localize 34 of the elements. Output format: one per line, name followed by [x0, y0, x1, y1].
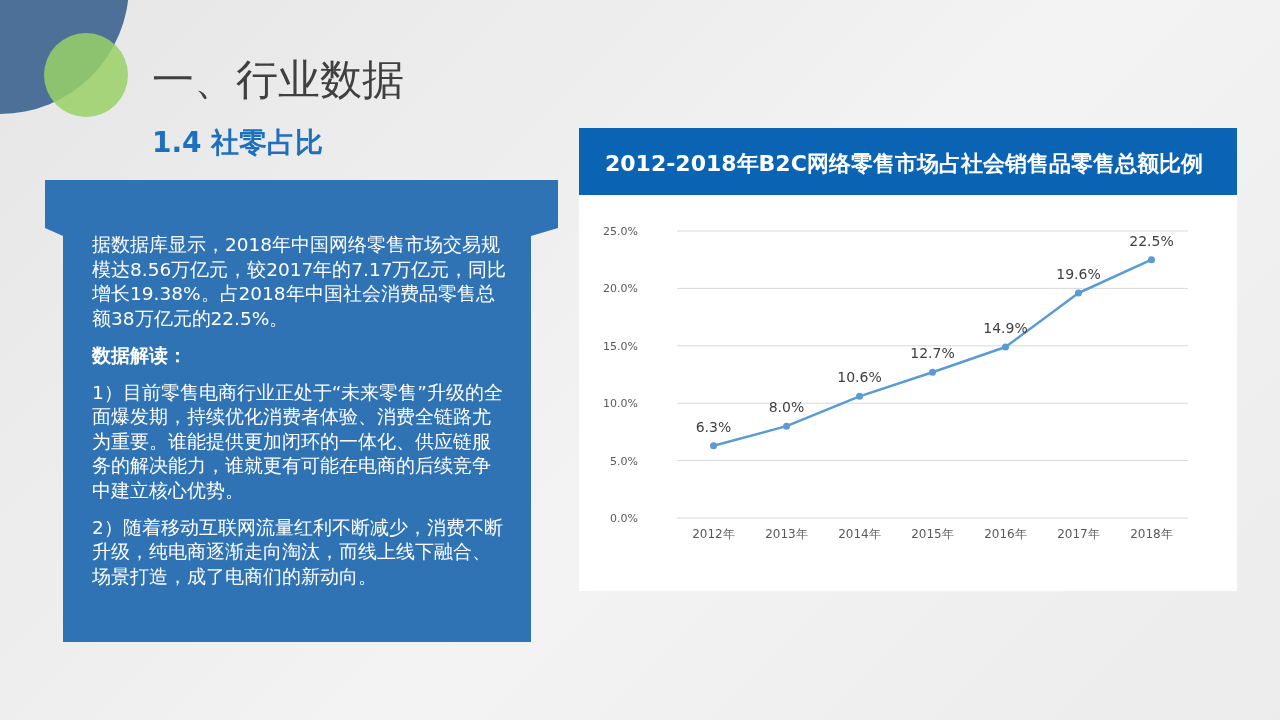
y-tick-label: 20.0%: [603, 282, 638, 296]
point: [783, 422, 790, 430]
text: 数据解读：: [92, 343, 188, 368]
x-tick-label: 2014年: [838, 527, 881, 541]
point: [1075, 289, 1082, 297]
x-tick-label: 2013年: [765, 527, 808, 541]
point: [1002, 343, 1009, 351]
y-tick-label: 25.0%: [603, 225, 638, 238]
text: 1）目前零售电商行业正处于“未来零售”升级的全面爆发期，持续优化消费者体验、消费全链路尤为重要。谁能提供更加闭环的一体化、供应链服务的解决能力，谁就更有可能在电商的后续竞争中建立核心优势。: [92, 380, 504, 503]
text: 据数据库显示，2018年中国网络零售市场交易规模达8.56万亿元，较2017年的7.17万亿元，同比增长19.38%。占2018年中国社会消费品零售总额38万亿元的22.5%。: [92, 233, 507, 331]
y-tick-label: 15.0%: [603, 339, 638, 353]
x-tick-label: 2017年: [1057, 527, 1100, 541]
y-tick-label: 10.0%: [603, 397, 638, 411]
data-label: 12.7%: [910, 345, 955, 362]
y-tick-label: 0.0%: [610, 512, 638, 525]
chart-title: 2012-2018年B2C网络零售市场占社会销售品零售总额比例: [605, 151, 1203, 176]
point: [856, 392, 863, 400]
point: [710, 442, 717, 450]
x-tick-label: 2012年: [692, 527, 735, 541]
data-label: 19.6%: [1056, 265, 1101, 282]
x-tick-label: 2015年: [911, 527, 954, 541]
text: 2）随着移动互联网流量红利不断减少，消费不断升级，纯电商逐渐走向淘汰，而线上线下融合、场景打造，成了电商们的新动向。: [92, 515, 504, 589]
y-tick-label: 5.0%: [610, 454, 638, 468]
x-tick-label: 2016年: [984, 527, 1027, 541]
text: 1.4 社零占比: [152, 126, 324, 160]
data-label: 6.3%: [695, 418, 732, 435]
data-label: 8.0%: [768, 399, 805, 416]
data-label: 10.6%: [837, 369, 882, 386]
x-tick-label: 2018年: [1130, 527, 1173, 541]
text: 一、行业数据: [152, 55, 404, 104]
point: [1148, 256, 1155, 264]
data-label: 22.5%: [1129, 232, 1174, 249]
data-label: 14.9%: [983, 319, 1028, 336]
point: [929, 368, 936, 376]
